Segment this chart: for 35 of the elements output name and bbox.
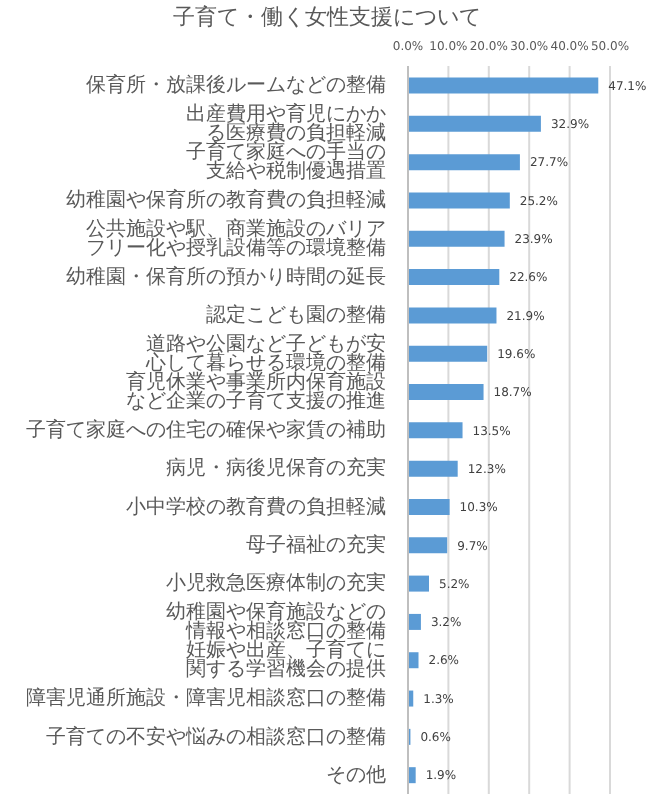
y-tick-label: 小中学校の教育費の負担軽減 <box>126 494 386 519</box>
y-tick-label: 出産費用や育児にかかる医療費の負担軽減 <box>186 101 386 145</box>
bar <box>408 767 416 784</box>
bar <box>408 115 541 132</box>
bar <box>408 613 421 630</box>
bar <box>408 498 450 515</box>
y-tick-label: 子育て家庭への住宅の確保や家賃の補助 <box>26 417 386 442</box>
bar <box>408 537 448 554</box>
y-tick-label: 認定こども園の整備 <box>206 302 386 327</box>
bar <box>408 154 520 171</box>
bar <box>408 460 458 477</box>
y-tick-label: その他 <box>326 762 386 787</box>
y-tick-label: 病児・病後児保育の充実 <box>166 455 386 480</box>
bar <box>408 345 488 362</box>
y-tick-label: 母子福祉の充実 <box>246 532 386 557</box>
bar <box>408 652 419 669</box>
bar <box>408 575 430 592</box>
y-tick-label: 子育ての不安や悩みの相談窓口の整備 <box>46 724 386 748</box>
y-tick-label: 育児休業や事業所内保育施設など企業の子育て支援の推進 <box>126 369 386 413</box>
y-tick-label: 保育所・放課後ルームなどの整備 <box>86 72 386 97</box>
bar <box>408 384 484 401</box>
bar <box>408 192 510 209</box>
bar <box>408 307 497 324</box>
chart-title: 子育て・働く女性支援について <box>171 2 483 34</box>
bar <box>408 230 505 247</box>
y-tick-label: 公共施設や駅、商業施設のバリアフリー化や授乳設備等の環境整備 <box>86 216 386 260</box>
y-tick-label: 妊娠や出産、子育てに関する学習機会の提供 <box>186 637 386 681</box>
y-tick-label: 子育て家庭への手当の支給や税制優遇措置 <box>186 139 386 183</box>
bar <box>408 77 599 94</box>
y-tick-label: 幼稚園や保育所の教育費の負担軽減 <box>66 187 386 212</box>
bar <box>408 422 463 439</box>
bar <box>408 269 500 286</box>
y-tick-label: 小児救急医療体制の充実 <box>166 570 386 595</box>
y-tick-label: 障害児通所施設・障害児相談窓口の整備 <box>26 685 386 710</box>
y-tick-label: 幼稚園・保育所の預かり時間の延長 <box>66 264 386 289</box>
